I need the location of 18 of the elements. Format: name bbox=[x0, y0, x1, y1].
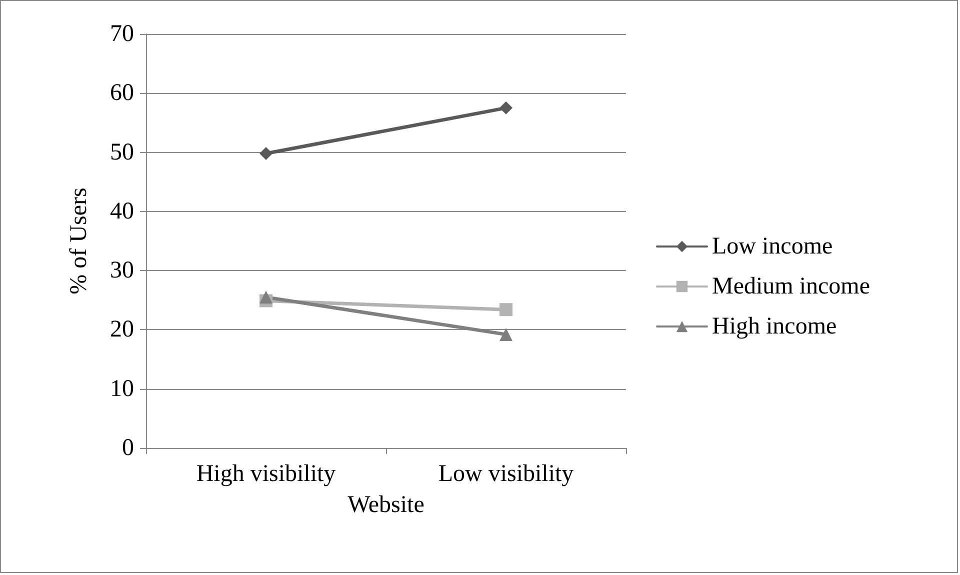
legend-label: Medium income bbox=[712, 274, 870, 300]
y-tick-label: 0 bbox=[122, 435, 134, 461]
y-tick-label: 60 bbox=[110, 80, 134, 106]
legend-label: Low income bbox=[712, 234, 833, 260]
point bbox=[500, 101, 512, 114]
x-tick-label: High visibility bbox=[196, 461, 336, 487]
legend-label: High income bbox=[712, 314, 837, 340]
y-tick-label: 30 bbox=[110, 258, 134, 284]
y-tick-label: 50 bbox=[110, 139, 134, 166]
y-tick-label: 70 bbox=[110, 21, 134, 47]
y-tick-label: 40 bbox=[110, 198, 134, 224]
y-tick-label: 20 bbox=[110, 316, 134, 343]
x-axis-title: Website bbox=[348, 492, 424, 518]
x-tick-label: Low visibility bbox=[438, 461, 574, 487]
point bbox=[500, 303, 512, 316]
y-axis-title: % of Users bbox=[66, 188, 92, 294]
y-tick-label: 10 bbox=[110, 376, 134, 402]
point bbox=[260, 146, 272, 160]
